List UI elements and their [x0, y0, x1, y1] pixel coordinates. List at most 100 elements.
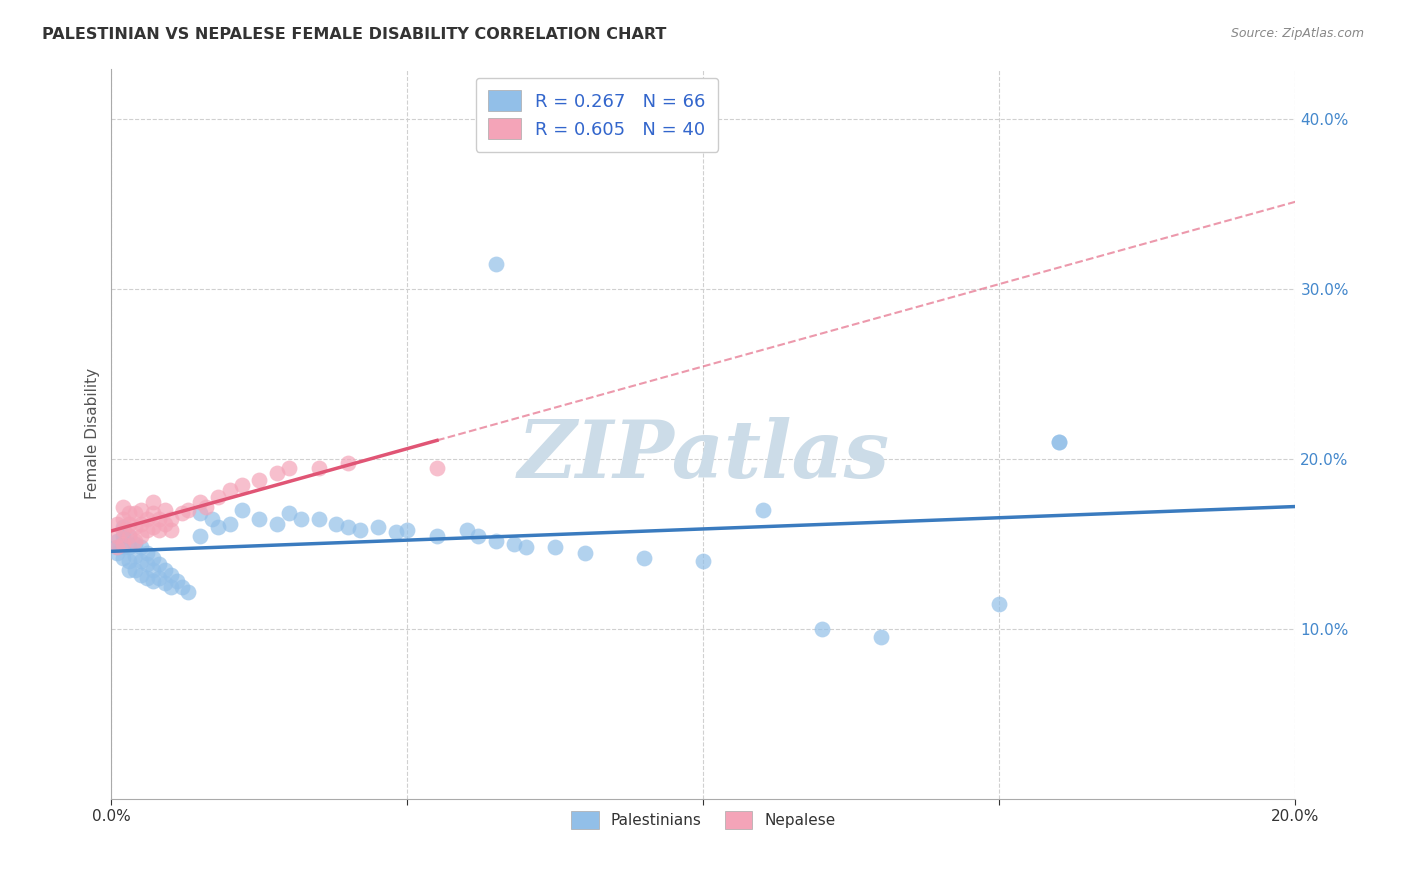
Point	[105, 528, 128, 542]
Point	[177, 584, 200, 599]
Point	[136, 524, 159, 538]
Point	[384, 525, 406, 540]
Point	[811, 622, 834, 636]
Point	[503, 537, 526, 551]
Point	[105, 545, 128, 559]
Point	[129, 541, 152, 555]
Point	[159, 567, 181, 582]
Point	[105, 516, 128, 531]
Point	[124, 563, 146, 577]
Point	[124, 537, 146, 551]
Point	[142, 494, 165, 508]
Point	[118, 554, 141, 568]
Point	[112, 541, 135, 555]
Point	[129, 567, 152, 582]
Point	[207, 490, 229, 504]
Point	[278, 460, 301, 475]
Point	[153, 576, 176, 591]
Point	[159, 524, 181, 538]
Point	[124, 520, 146, 534]
Point	[426, 460, 449, 475]
Point	[142, 507, 165, 521]
Point	[485, 257, 508, 271]
Point	[136, 511, 159, 525]
Point	[148, 524, 170, 538]
Point	[218, 483, 240, 497]
Point	[129, 528, 152, 542]
Point	[988, 597, 1011, 611]
Point	[218, 516, 240, 531]
Point	[112, 528, 135, 542]
Point	[308, 511, 330, 525]
Point	[692, 554, 714, 568]
Point	[751, 503, 773, 517]
Point	[266, 516, 288, 531]
Point	[574, 545, 596, 559]
Point	[118, 563, 141, 577]
Point	[136, 545, 159, 559]
Point	[188, 494, 211, 508]
Point	[105, 541, 128, 555]
Text: ZIPatlas: ZIPatlas	[517, 417, 890, 494]
Point	[1047, 435, 1070, 450]
Point	[166, 574, 188, 589]
Point	[153, 516, 176, 531]
Point	[153, 563, 176, 577]
Point	[249, 511, 271, 525]
Point	[112, 500, 135, 514]
Point	[136, 558, 159, 572]
Point	[112, 511, 135, 525]
Point	[337, 520, 360, 534]
Point	[129, 503, 152, 517]
Point	[112, 520, 135, 534]
Point	[188, 507, 211, 521]
Point	[349, 524, 371, 538]
Point	[142, 574, 165, 589]
Point	[396, 524, 419, 538]
Point	[278, 507, 301, 521]
Point	[231, 477, 253, 491]
Text: Source: ZipAtlas.com: Source: ZipAtlas.com	[1230, 27, 1364, 40]
Point	[142, 520, 165, 534]
Point	[118, 528, 141, 542]
Point	[485, 533, 508, 548]
Point	[112, 550, 135, 565]
Point	[467, 528, 489, 542]
Point	[188, 528, 211, 542]
Point	[159, 580, 181, 594]
Point	[1047, 435, 1070, 450]
Point	[515, 541, 537, 555]
Point	[148, 511, 170, 525]
Point	[290, 511, 312, 525]
Point	[870, 631, 893, 645]
Point	[112, 524, 135, 538]
Point	[426, 528, 449, 542]
Point	[118, 528, 141, 542]
Point	[456, 524, 478, 538]
Point	[105, 541, 128, 555]
Point	[118, 507, 141, 521]
Point	[136, 571, 159, 585]
Point	[337, 456, 360, 470]
Point	[142, 563, 165, 577]
Point	[148, 571, 170, 585]
Point	[633, 550, 655, 565]
Point	[172, 507, 194, 521]
Point	[129, 554, 152, 568]
Point	[172, 580, 194, 594]
Point	[177, 503, 200, 517]
Point	[124, 507, 146, 521]
Point	[124, 533, 146, 548]
Point	[142, 550, 165, 565]
Point	[325, 516, 347, 531]
Point	[231, 503, 253, 517]
Point	[308, 460, 330, 475]
Point	[124, 549, 146, 563]
Point	[544, 541, 567, 555]
Point	[153, 503, 176, 517]
Point	[249, 473, 271, 487]
Y-axis label: Female Disability: Female Disability	[86, 368, 100, 500]
Point	[118, 516, 141, 531]
Point	[266, 466, 288, 480]
Point	[367, 520, 389, 534]
